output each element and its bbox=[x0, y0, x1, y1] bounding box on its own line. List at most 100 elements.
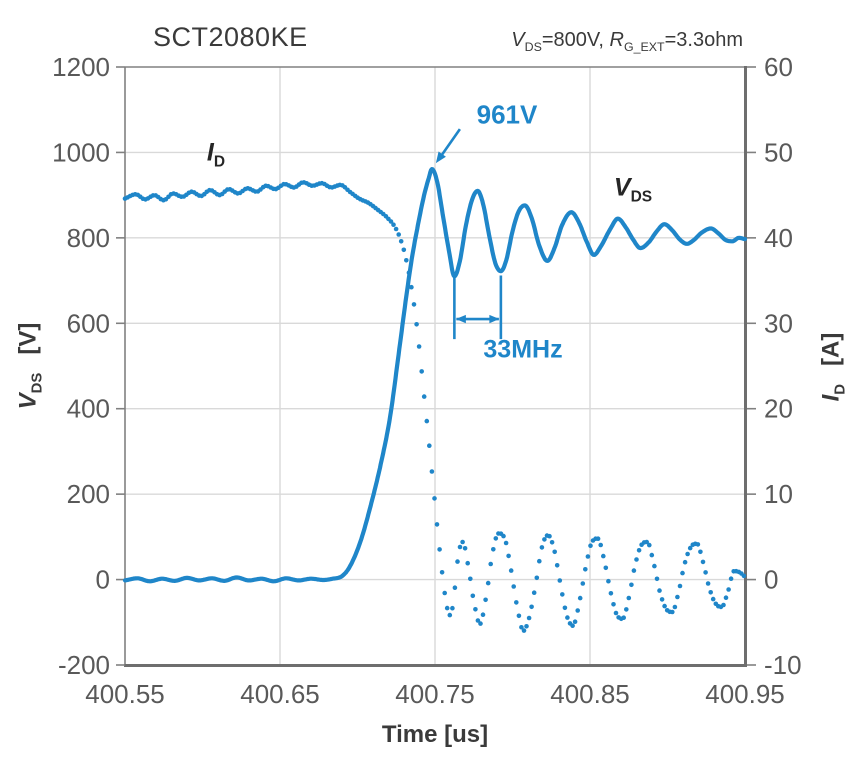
id-waveform-dot bbox=[670, 609, 675, 615]
right-axis-tick-label: -10 bbox=[764, 650, 802, 680]
right-axis-subscript: D bbox=[832, 383, 849, 395]
id-waveform-dot bbox=[631, 568, 637, 573]
id-waveform-dot bbox=[634, 557, 639, 562]
id-label-symbol: I bbox=[206, 138, 214, 167]
id-waveform-dot bbox=[411, 302, 417, 307]
id-waveform-dot bbox=[662, 603, 667, 609]
id-waveform-dot bbox=[721, 602, 726, 608]
id-waveform-dot bbox=[460, 539, 465, 545]
id-waveform-dot bbox=[478, 621, 483, 626]
id-waveform-dot bbox=[583, 567, 588, 572]
id-waveform-dot bbox=[480, 612, 486, 617]
id-waveform-dot bbox=[698, 549, 703, 555]
left-axis-symbol: V bbox=[14, 393, 42, 410]
vds-symbol: V bbox=[511, 29, 525, 51]
id-waveform-dot bbox=[636, 548, 642, 553]
condition-tail-text: =3.3ohm bbox=[664, 29, 743, 51]
arrowhead bbox=[435, 151, 446, 164]
vds-label-subscript: DS bbox=[630, 188, 653, 206]
id-waveform-dot bbox=[741, 573, 747, 579]
id-waveform-dot bbox=[388, 219, 394, 224]
right-axis-unit: [A] bbox=[817, 332, 845, 366]
id-waveform-dot bbox=[391, 222, 396, 227]
x-axis-tick-label: 400.65 bbox=[240, 679, 320, 709]
id-waveform-dot bbox=[654, 576, 660, 582]
id-waveform-dot bbox=[687, 545, 693, 551]
id-waveform-dot bbox=[588, 543, 593, 548]
id-waveform-dot bbox=[659, 597, 665, 602]
id-waveform-dot bbox=[613, 610, 619, 616]
id-waveform-dot bbox=[562, 605, 568, 611]
id-waveform-dot bbox=[493, 536, 499, 541]
id-waveform-dot bbox=[465, 560, 471, 566]
id-waveform-dot bbox=[682, 559, 688, 565]
id-waveform-dot bbox=[554, 563, 560, 568]
right-axis-tick-label: 10 bbox=[764, 479, 793, 509]
id-waveform-dot bbox=[537, 558, 542, 564]
id-waveform bbox=[122, 180, 747, 633]
id-waveform-dot bbox=[434, 522, 440, 527]
id-waveform-dot bbox=[393, 226, 399, 232]
id-waveform-dot bbox=[524, 624, 529, 629]
id-waveform-dot bbox=[624, 607, 629, 612]
id-waveform-dot bbox=[647, 542, 652, 548]
id-waveform-dot bbox=[401, 247, 407, 253]
right-axis-tick-label: 40 bbox=[764, 223, 793, 253]
id-waveform-dot bbox=[534, 575, 540, 581]
id-waveform-dot bbox=[419, 369, 425, 374]
left-axis-subscript: DS bbox=[29, 372, 46, 394]
id-waveform-dot bbox=[468, 576, 473, 582]
rg-symbol: R bbox=[609, 29, 624, 51]
id-waveform-dot bbox=[570, 623, 575, 628]
id-waveform-dot bbox=[432, 496, 437, 501]
id-waveform-dot bbox=[580, 581, 586, 586]
id-waveform-dot bbox=[685, 551, 690, 557]
id-waveform-dot bbox=[700, 559, 706, 565]
id-waveform-dot bbox=[398, 239, 404, 244]
left-axis-tick-label: 1000 bbox=[52, 137, 110, 167]
id-waveform-dot bbox=[626, 595, 632, 601]
id-waveform-dot bbox=[450, 605, 455, 611]
id-waveform-dot bbox=[728, 576, 734, 581]
id-waveform-dot bbox=[483, 597, 488, 603]
id-waveform-dot bbox=[521, 628, 527, 633]
vds-label-symbol: V bbox=[613, 173, 631, 202]
id-waveform-dot bbox=[611, 602, 616, 607]
left-axis-title: VDS [V] bbox=[15, 323, 46, 410]
peak-annotation-line bbox=[437, 128, 461, 160]
id-waveform-dot bbox=[598, 542, 603, 548]
id-waveform-dot bbox=[462, 546, 468, 551]
arrowhead bbox=[455, 314, 466, 324]
id-waveform-dot bbox=[424, 418, 430, 424]
arrowhead bbox=[489, 314, 500, 324]
id-waveform-dot bbox=[644, 539, 649, 545]
id-waveform-dot bbox=[452, 585, 458, 590]
id-waveform-dot bbox=[427, 443, 432, 449]
x-axis-tick-label: 400.85 bbox=[550, 679, 630, 709]
id-waveform-dot bbox=[705, 581, 711, 586]
id-waveform-dot bbox=[680, 570, 685, 576]
id-waveform-dot bbox=[575, 608, 580, 613]
id-waveform-dot bbox=[629, 582, 634, 588]
id-waveform-dot bbox=[501, 533, 506, 539]
vds-waveform bbox=[122, 167, 748, 584]
right-axis-tick-label: 20 bbox=[764, 394, 793, 424]
id-waveform-dot bbox=[396, 232, 402, 237]
id-waveform-dot bbox=[557, 578, 563, 583]
id-waveform-dot bbox=[529, 604, 534, 610]
id-waveform-dot bbox=[606, 578, 611, 584]
x-axis-tick-label: 400.75 bbox=[395, 679, 475, 709]
id-waveform-dot bbox=[406, 270, 412, 276]
id-waveform-dot bbox=[475, 618, 481, 623]
id-waveform-dot bbox=[485, 580, 491, 586]
left-axis-unit: [V] bbox=[14, 322, 42, 355]
id-waveform-dot bbox=[409, 284, 414, 290]
id-waveform-dot bbox=[595, 536, 601, 541]
id-waveform-dot bbox=[531, 590, 537, 595]
id-waveform-dot bbox=[429, 469, 435, 474]
id-waveform-dot bbox=[455, 559, 460, 564]
annotation-layer bbox=[435, 128, 503, 340]
x-axis-tick-label: 400.55 bbox=[85, 679, 165, 709]
